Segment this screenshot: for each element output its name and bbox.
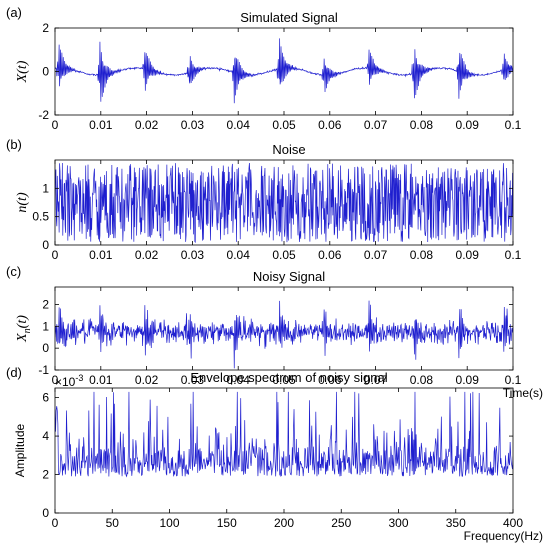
y-tick-label: 4 <box>42 429 49 443</box>
x-tick-label: 0.03 <box>181 118 205 132</box>
x-tick-label: 0.05 <box>272 118 296 132</box>
x-tick-label: 300 <box>388 516 408 530</box>
y-tick-label: 1 <box>42 319 49 333</box>
x-tick-label: 0.07 <box>364 373 388 387</box>
x-tick-label: 50 <box>106 516 120 530</box>
x-tick-label: 100 <box>159 516 179 530</box>
y-tick-label: 2 <box>42 21 49 35</box>
panel-c: 0 0.01 0.02 0.03 0.04 0.05 0.06 0.07 0.08 0.09 0.1… <box>6 264 543 400</box>
x-tick-label: 350 <box>446 516 466 530</box>
x-tick-label: 0 <box>52 516 59 530</box>
y-exponent-label: ×10-3 <box>55 373 83 389</box>
x-tick-label: 0 <box>52 118 59 132</box>
x-tick-label: 0.06 <box>318 373 342 387</box>
chart-title: Noisy Signal <box>253 269 325 284</box>
y-tick-label: 2 <box>42 297 49 311</box>
series-line-0 <box>55 162 513 243</box>
y-tick-label: -1 <box>38 363 49 377</box>
x-tick-label: 150 <box>217 516 237 530</box>
y-tick-label: 2 <box>42 468 49 482</box>
x-tick-label: 0.02 <box>135 248 159 262</box>
series-line-0 <box>55 300 513 369</box>
y-axis-label: n(t) <box>15 192 30 213</box>
x-tick-label: 0.09 <box>456 118 480 132</box>
x-tick-label: 0.02 <box>135 118 159 132</box>
panel-d: 0 50 100 150 200 250 300 350 400 0 2 4 6 Envelope spe… <box>6 365 543 543</box>
x-tick-label: 0.04 <box>227 248 251 262</box>
panel-b: 0 0.01 0.02 0.03 0.04 0.05 0.06 0.07 0.08 0.09 0.1… <box>6 137 522 262</box>
panel-letter: (a) <box>6 5 22 20</box>
panel-letter: (b) <box>6 137 22 152</box>
x-tick-label: 0 <box>52 248 59 262</box>
x-tick-label: 0.01 <box>89 373 113 387</box>
x-tick-label: 0.07 <box>364 118 388 132</box>
y-tick-label: 0 <box>42 506 49 520</box>
y-tick-label: 0.5 <box>32 210 49 224</box>
x-tick-label: 0.08 <box>410 118 434 132</box>
x-tick-label: 0.04 <box>227 118 251 132</box>
x-tick-label: 0.06 <box>318 248 342 262</box>
y-tick-label: 0 <box>42 341 49 355</box>
y-tick-label: 0 <box>42 238 49 252</box>
chart-title: Noise <box>272 142 305 157</box>
x-tick-label: 0.09 <box>456 248 480 262</box>
panel-letter: (d) <box>6 365 22 380</box>
x-tick-label: 0.02 <box>135 373 159 387</box>
x-tick-label: 0.03 <box>181 248 205 262</box>
x-tick-label: 0.06 <box>318 118 342 132</box>
x-tick-label: 400 <box>503 516 523 530</box>
x-tick-label: 0.1 <box>505 118 522 132</box>
y-tick-label: -2 <box>38 108 49 122</box>
x-tick-label: 0 <box>52 373 59 387</box>
y-axis-label: X(t) <box>15 60 30 83</box>
y-axis-label: Xn(t) <box>15 315 33 343</box>
panel-a: 0 0.01 0.02 0.03 0.04 0.05 0.06 0.07 0.08 0.09 0.1… <box>6 5 522 132</box>
x-tick-label: 200 <box>274 516 294 530</box>
axes-box <box>54 27 514 116</box>
series-line-0 <box>55 391 513 478</box>
series-line-0 <box>55 38 513 104</box>
x-tick-label: 0.08 <box>410 248 434 262</box>
x-tick-label: 0.08 <box>410 373 434 387</box>
y-tick-label: 0 <box>42 65 49 79</box>
panel-letter: (c) <box>6 264 21 279</box>
x-tick-label: 0.1 <box>505 373 522 387</box>
x-tick-label: 0.05 <box>272 373 296 387</box>
x-tick-label: 0.09 <box>456 373 480 387</box>
chart-title: Simulated Signal <box>240 10 338 25</box>
x-tick-label: 0.01 <box>89 248 113 262</box>
y-tick-label: 6 <box>42 391 49 405</box>
x-tick-label: 0.04 <box>227 373 251 387</box>
x-tick-label: 0.07 <box>364 248 388 262</box>
x-tick-label: 0.01 <box>89 118 113 132</box>
x-axis-label: Frequency(Hz) <box>464 529 543 543</box>
chart-title: Envelope spectrum of noisy signal <box>190 370 387 385</box>
x-tick-label: 0.1 <box>505 248 522 262</box>
y-tick-label: 1 <box>42 181 49 195</box>
x-tick-label: 250 <box>331 516 351 530</box>
y-axis-label: Amplitude <box>13 424 27 478</box>
x-tick-label: 0.05 <box>272 248 296 262</box>
x-tick-label: 0.03 <box>181 373 205 387</box>
